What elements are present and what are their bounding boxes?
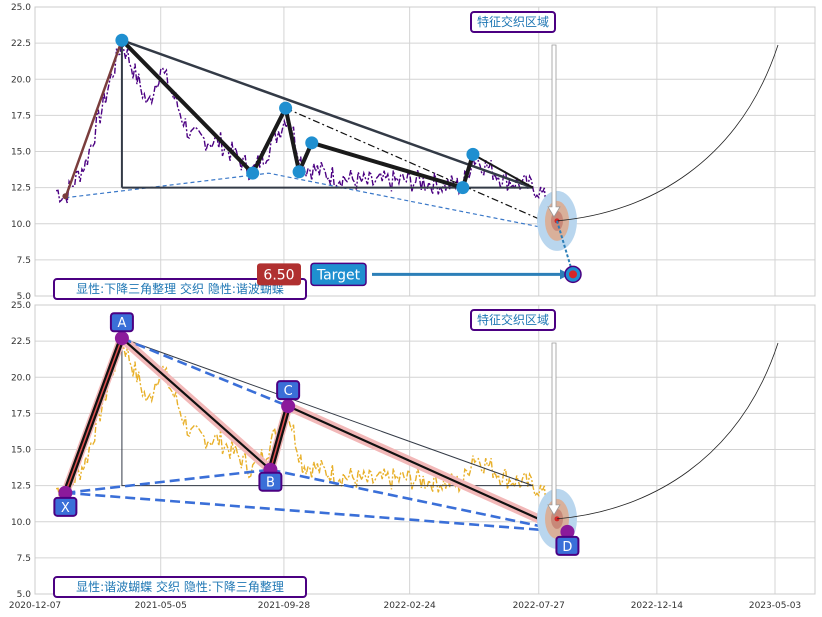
- top-zone-label-text: 特征交织区域: [477, 14, 549, 29]
- top-target-label: Target: [310, 262, 367, 287]
- bottom-point-label-box: [258, 471, 283, 492]
- bottom-point-label-x: X: [53, 496, 78, 517]
- bottom-ytick-label: 15.0: [11, 446, 31, 456]
- bottom-zone-label-text: 特征交织区域: [477, 312, 549, 327]
- bottom-triangle-outline: [121, 337, 534, 487]
- bottom-point-label-a: A: [109, 312, 134, 333]
- bottom-price-series: [55, 338, 568, 538]
- bottom-point-label-text: C: [284, 384, 293, 399]
- bottom-corner-label-text: 显性:谐波蝴蝶 交织 隐性:下降三角整理: [76, 579, 284, 594]
- bottom-corner-label-box: [53, 576, 307, 598]
- top-target-label-box: [310, 262, 367, 287]
- bottom-point-label-box: [555, 535, 580, 556]
- top-price-series: [55, 40, 568, 240]
- bottom-point-label-c: C: [276, 380, 301, 401]
- bottom-zone-arrow: [547, 342, 561, 516]
- bottom-ytick-label: 25.0: [11, 301, 31, 311]
- bottom-point-a: [114, 331, 129, 346]
- bottom-plot-border: [34, 304, 816, 595]
- bottom-point-c: [281, 399, 296, 414]
- bottom-harmonic-legs-inner: [64, 337, 289, 494]
- top-corner-label: 显性:下降三角整理 交织 隐性:谐波蝴蝶: [53, 278, 307, 300]
- bottom-chart-panel: 5.0 7.5 10.0 12.5 15.0 17.5 20.0 22.5 25.0 特征交织区域…: [11, 301, 816, 600]
- top-chart-panel: 5.0 7.5 10.0 12.5 15.0 17.5 20.0 22.5 25.0 特征交织区域…: [11, 3, 816, 302]
- top-ytick-label: 7.5: [17, 256, 31, 266]
- xtick-label: 2021-05-05: [135, 601, 187, 611]
- bottom-point-d: [560, 524, 575, 539]
- top-xa-leg: [64, 39, 124, 199]
- top-pivot-point: [115, 33, 129, 47]
- bottom-point-label-text: D: [562, 540, 572, 555]
- top-ytick-label: 12.5: [11, 184, 31, 194]
- bottom-ytick-label: 10.0: [11, 518, 31, 528]
- top-triangle-upper: [121, 39, 534, 189]
- bottom-harmonic-band: [61, 333, 570, 536]
- top-zigzag-tail: [472, 153, 534, 189]
- top-ytick-label: 10.0: [11, 220, 31, 230]
- bottom-point-label-b: B: [258, 471, 283, 492]
- top-pivot-point: [305, 136, 319, 150]
- top-ytick-label: 15.0: [11, 148, 31, 158]
- top-zone-arrow: [547, 44, 561, 218]
- top-target-point-core: [569, 270, 577, 279]
- bottom-point-label-text: X: [61, 501, 70, 516]
- bottom-dashed-connector: [65, 491, 568, 534]
- bottom-point-label-box: [276, 380, 301, 401]
- bottom-ytick-label: 12.5: [11, 482, 31, 492]
- xtick-label: 2022-07-27: [513, 601, 565, 611]
- bottom-zone-label-box: [470, 309, 556, 331]
- top-plot-border: [34, 6, 816, 297]
- bottom-point-label-box: [53, 496, 78, 517]
- top-extension-line: [285, 107, 564, 231]
- bottom-corner-label: 显性:谐波蝴蝶 交织 隐性:下降三角整理: [53, 576, 307, 598]
- top-x-point: [62, 193, 69, 200]
- top-dashed-support: [65, 172, 568, 234]
- top-ytick-label: 17.5: [11, 111, 31, 121]
- bottom-dashed-connector: [121, 337, 289, 408]
- bottom-zone-label: 特征交织区域: [470, 309, 556, 331]
- top-ytick-label: 20.0: [11, 75, 31, 85]
- top-target-value: 6.50: [257, 263, 301, 286]
- top-zone-label-box: [470, 11, 556, 33]
- top-ytick-label: 25.0: [11, 3, 31, 13]
- top-target-label-text: Target: [316, 267, 361, 283]
- top-zone-label: 特征交织区域: [470, 11, 556, 33]
- xtick-label: 2020-12-07: [9, 601, 61, 611]
- top-target-value-text: 6.50: [263, 267, 294, 283]
- xtick-label: 2023-05-03: [749, 601, 801, 611]
- bottom-point-x: [58, 485, 73, 500]
- bottom-dashed-connector: [270, 468, 568, 534]
- top-pivot-point: [246, 166, 260, 180]
- top-pivot-point: [466, 147, 480, 161]
- top-pivot-point: [456, 181, 470, 195]
- top-corner-label-text: 显性:下降三角整理 交织 隐性:谐波蝴蝶: [76, 281, 284, 296]
- bottom-ytick-label: 17.5: [11, 409, 31, 419]
- top-pivot-point: [292, 165, 306, 179]
- top-pivot-point: [279, 101, 293, 115]
- xtick-label: 2022-12-14: [631, 601, 684, 611]
- top-zone-to-target: [556, 220, 574, 275]
- xtick-label: 2021-09-28: [258, 601, 311, 611]
- top-ytick-label: 5.0: [17, 292, 32, 302]
- top-corner-label-box: [53, 278, 307, 300]
- bottom-point-label-box: [109, 312, 134, 333]
- xtick-label: 2022-02-24: [383, 601, 436, 611]
- top-ytick-label: 22.5: [11, 39, 31, 49]
- bottom-point-label-text: B: [266, 476, 275, 491]
- top-target-value-box: [257, 263, 301, 286]
- bottom-ytick-label: 7.5: [17, 554, 31, 564]
- top-projection-curve: [556, 44, 779, 222]
- bottom-ytick-label: 20.0: [11, 373, 31, 383]
- bottom-dashed-connector: [65, 468, 271, 495]
- bottom-ytick-label: 22.5: [11, 337, 31, 347]
- bottom-point-label-d: D: [555, 535, 580, 556]
- bottom-projection-curve: [556, 342, 779, 520]
- bottom-ytick-label: 5.0: [17, 590, 32, 600]
- shared-x-axis: 2020-12-07 2021-05-05 2021-09-28 2022-02-24…: [9, 601, 801, 611]
- bottom-point-label-text: A: [117, 316, 126, 331]
